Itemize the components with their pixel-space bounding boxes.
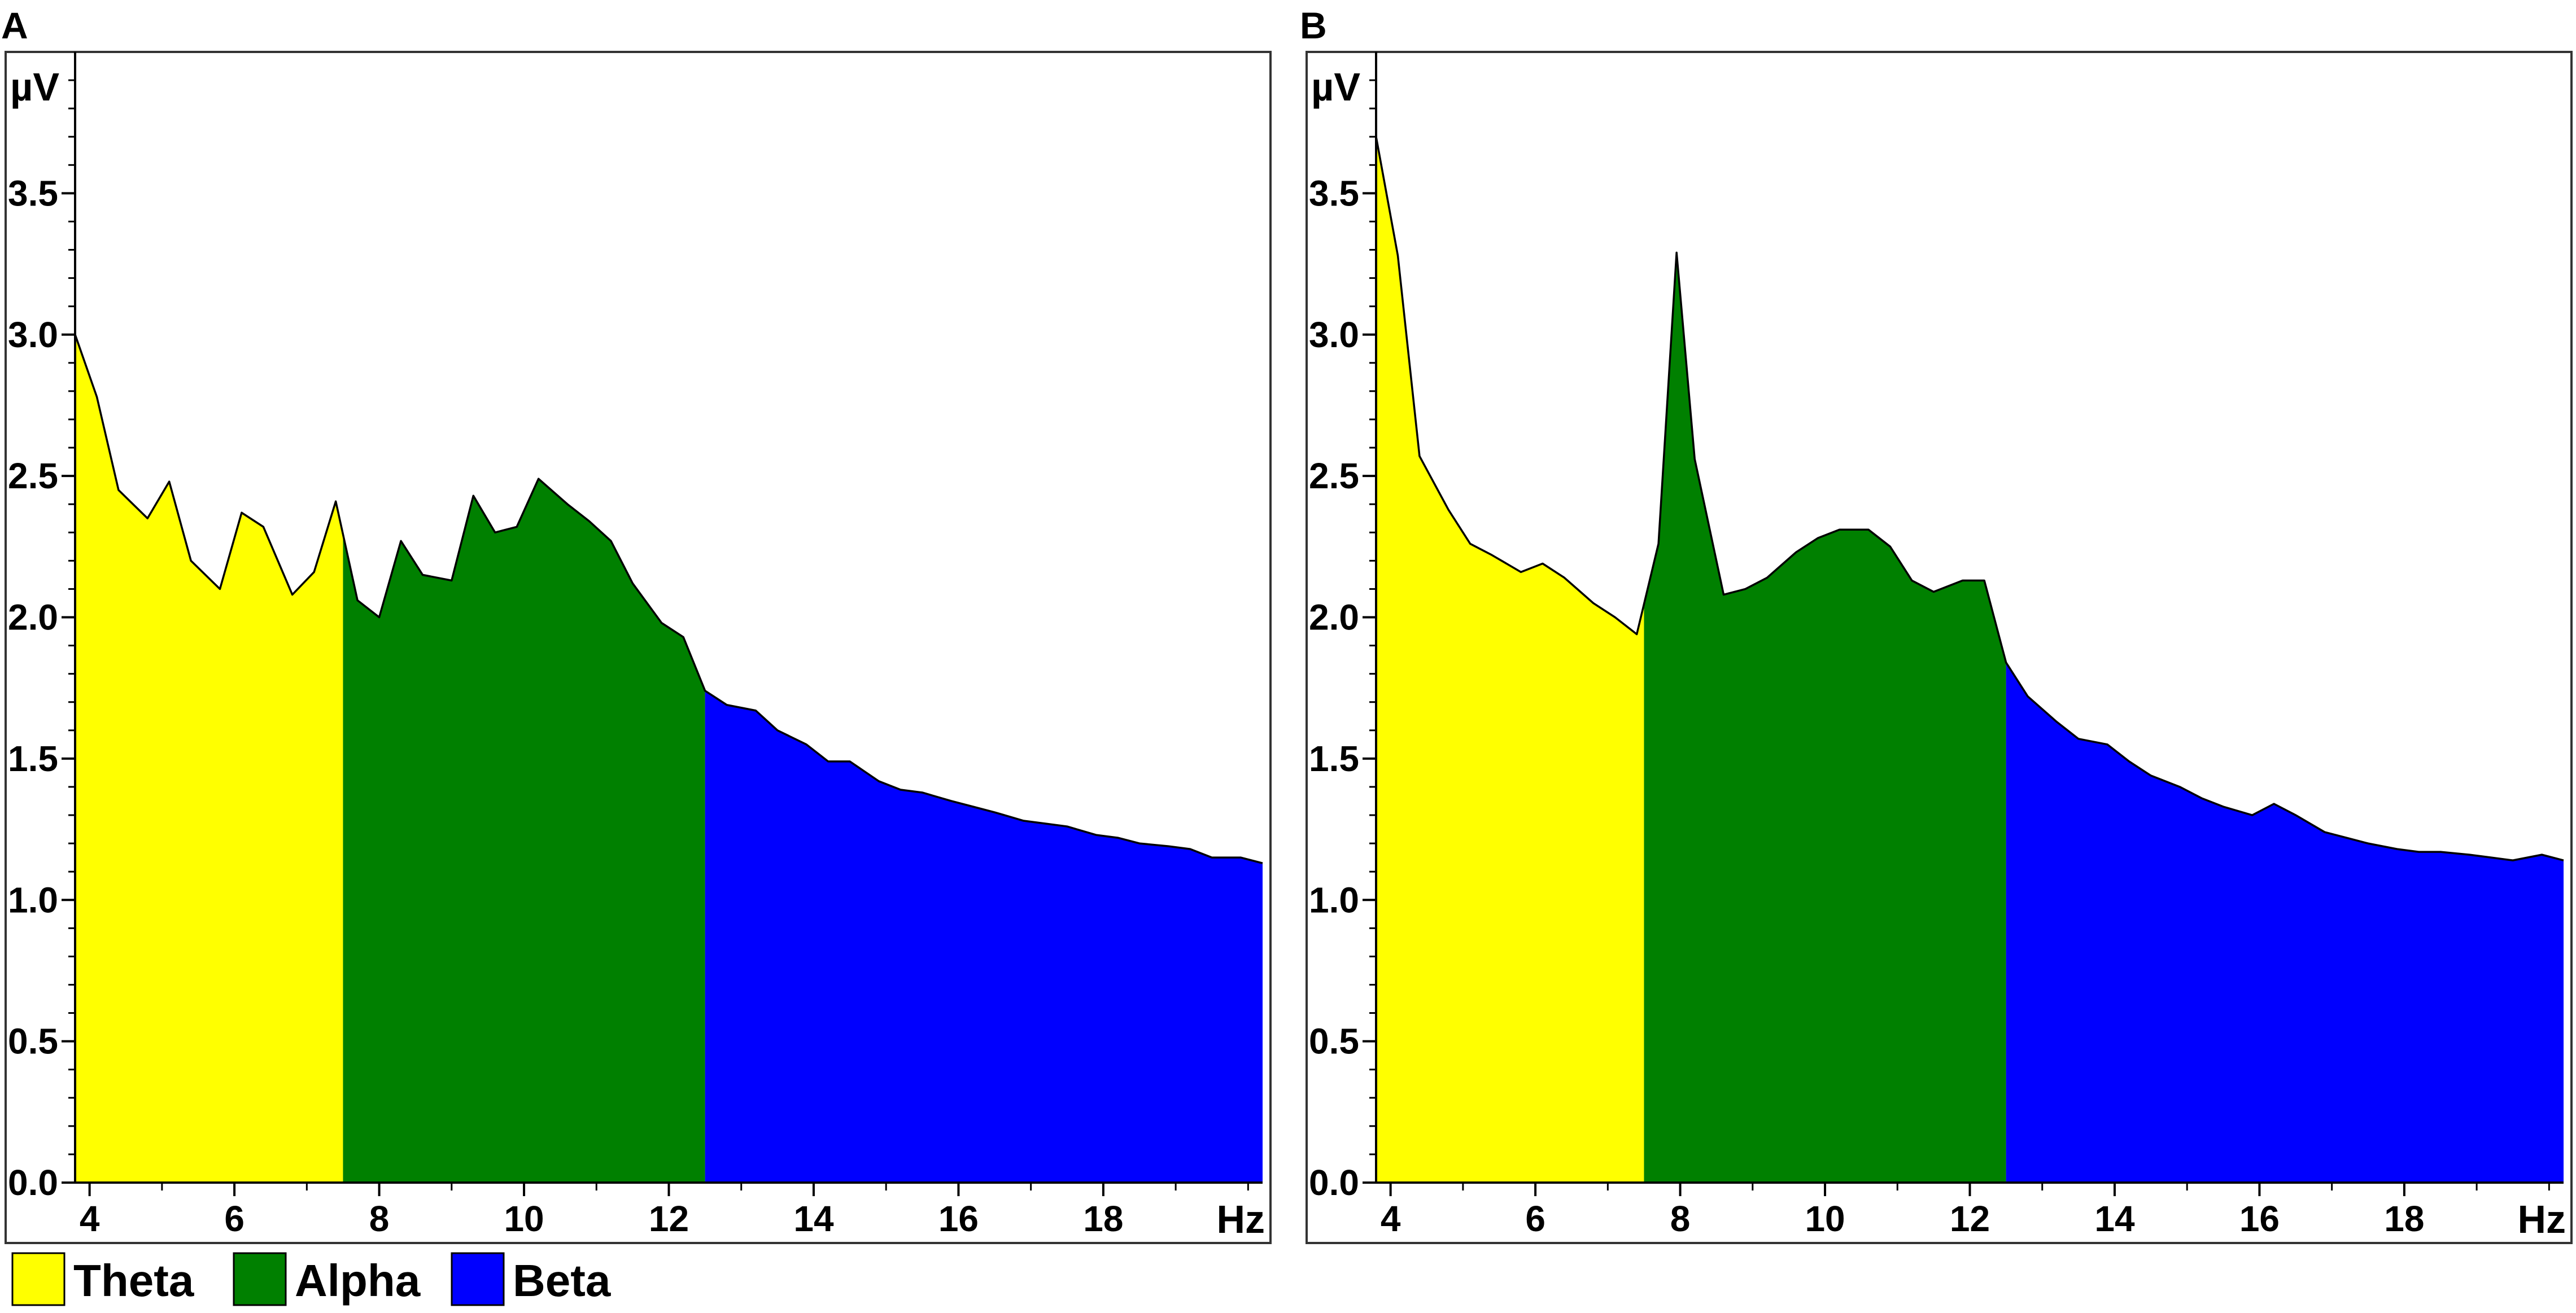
panel-a-band-alpha [343,479,705,1183]
panel-a-frame [5,51,1272,1244]
panel-a-y-tick-label: 0.5 [8,1021,58,1062]
panel-b-x-tick-label: 4 [1381,1198,1401,1239]
panel-b-y-tick-label: 0.5 [1309,1021,1359,1062]
panel-a-y-tick-label: 2.0 [8,597,58,638]
panel-a-y-tick-label: 0.0 [8,1162,58,1203]
panel-a-x-tick-label: 12 [649,1198,689,1239]
panel-b-x-unit: Hz [2517,1197,2566,1241]
panel-b-x-tick-label: 8 [1670,1198,1691,1239]
panel-b-band-beta [2006,662,2564,1183]
panel-b-plot: 0.0 0.5 1.0 1.5 2.0 2.5 3.0 3.5 4 6 8 10 12 14 16 18 [1309,52,2564,1239]
panel-b: B 0.00.51.01.52.02.53.03.54 6 8 10 12 14 16 18 … [1300,5,2573,1244]
panel-a-x-tick-label: 6 [224,1198,244,1239]
panel-b-x-tick-label: 12 [1950,1198,1990,1239]
panel-a-spectrum-line [74,334,1263,864]
legend-label-theta: Theta [73,1255,194,1306]
panel-a-x-tick-label: 10 [504,1198,544,1239]
panel-b-y-tick-label: 2.0 [1309,597,1359,638]
panel-a-band-theta [75,334,343,1183]
panel-a-y-tick-label: 1.5 [8,738,58,779]
panel-b-band-theta [1376,137,1644,1183]
legend-swatch-theta [11,1252,66,1306]
panel-b-y-tick-label: 2.5 [1309,456,1359,496]
panel-a-x-tick-label: 8 [369,1198,390,1239]
legend-swatch-beta [451,1252,505,1306]
panel-a-y-tick-label: 2.5 [8,456,58,496]
panel-a-y-tick-label: 3.5 [8,173,58,213]
panel-a-label: A [1,5,28,46]
legend-label-alpha: Alpha [295,1255,421,1306]
panel-a-x-unit: Hz [1216,1197,1265,1241]
legend: Theta Alpha Beta [11,1252,611,1306]
panel-a-band-beta [705,690,1263,1183]
legend-label-beta: Beta [513,1255,611,1306]
panel-b-x-tick-label: 10 [1805,1198,1845,1239]
panel-b-spectrum-line [1375,136,2564,861]
panel-b-frame [1306,51,2573,1244]
panel-a-x-tick-label: 16 [938,1198,979,1239]
panel-b-x-tick-label: 18 [2384,1198,2424,1239]
panel-b-y-tick-label: 3.5 [1309,173,1359,213]
panel-a-x-tick-label: 4 [80,1198,100,1239]
panel-b-y-tick-label: 3.0 [1309,314,1359,355]
panel-a-y-tick-label: 1.0 [8,879,58,920]
panel-a-y-unit: µV [10,65,59,109]
panel-a-x-tick-label: 14 [793,1198,834,1239]
panel-b-x-tick-label: 6 [1525,1198,1545,1239]
panel-b-y-unit: µV [1311,65,1360,109]
panel-a-plot: 0.0 0.5 1.0 1.5 2.0 2.5 3.0 3.5 4 6 8 10 12 14 16 18 [8,52,1263,1239]
panel-b-y-tick-label: 0.0 [1309,1162,1359,1203]
panel-b-label: B [1300,5,1327,46]
panel-b-x-tick-label: 14 [2094,1198,2135,1239]
legend-swatch-alpha [233,1252,287,1306]
panel-a: A 0.00.51.01.52.02.53.03.54 6 8 10 12 14 16 18 … [1,5,1272,1244]
panel-b-y-tick-label: 1.0 [1309,879,1359,920]
panel-a-x-tick-label: 18 [1083,1198,1123,1239]
panel-b-y-tick-label: 1.5 [1309,738,1359,779]
panel-b-x-tick-label: 16 [2239,1198,2280,1239]
panel-b-band-alpha [1644,252,2006,1183]
panel-a-y-tick-label: 3.0 [8,314,58,355]
